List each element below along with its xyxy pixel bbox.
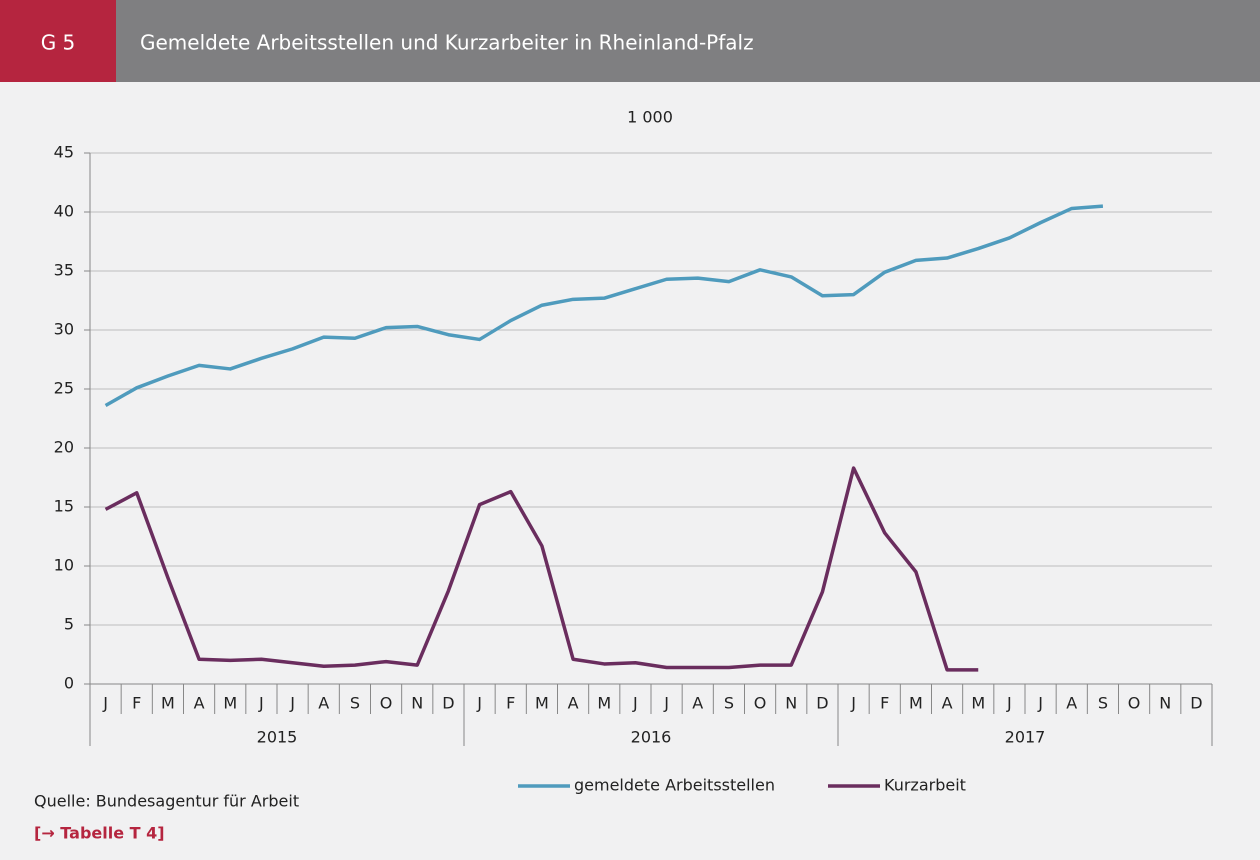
x-tick-label: J <box>850 694 856 713</box>
x-tick-label: O <box>1128 694 1141 713</box>
x-tick-label: S <box>1098 694 1108 713</box>
y-tick-label: 10 <box>54 556 74 575</box>
x-tick-label: J <box>102 694 108 713</box>
x-tick-label: M <box>597 694 611 713</box>
table-link[interactable]: [→ Tabelle T 4] <box>34 824 165 843</box>
x-tick-label: S <box>724 694 734 713</box>
x-tick-label: S <box>350 694 360 713</box>
legend-label: gemeldete Arbeitsstellen <box>574 776 775 795</box>
x-tick-label: J <box>258 694 264 713</box>
year-label: 2016 <box>631 728 672 747</box>
header-title: Gemeldete Arbeitsstellen und Kurzarbeite… <box>140 31 754 55</box>
x-tick-label: M <box>223 694 237 713</box>
x-tick-label: J <box>663 694 669 713</box>
x-tick-label: M <box>161 694 175 713</box>
x-tick-label: A <box>194 694 205 713</box>
x-tick-label: J <box>1037 694 1043 713</box>
x-tick-label: M <box>909 694 923 713</box>
x-tick-label: O <box>380 694 393 713</box>
unit-label: 1 000 <box>627 108 673 127</box>
y-tick-label: 25 <box>54 379 74 398</box>
series-line <box>104 204 1104 408</box>
header-bar <box>0 0 1260 82</box>
legend-label: Kurzarbeit <box>884 776 966 795</box>
x-tick-label: A <box>318 694 329 713</box>
y-tick-label: 20 <box>54 438 74 457</box>
x-tick-label: A <box>568 694 579 713</box>
y-tick-label: 45 <box>54 143 74 162</box>
x-tick-label: J <box>632 694 638 713</box>
y-tick-label: 15 <box>54 497 74 516</box>
x-tick-label: A <box>1066 694 1077 713</box>
x-tick-label: F <box>132 694 141 713</box>
x-tick-label: M <box>535 694 549 713</box>
y-tick-label: 5 <box>64 615 74 634</box>
header-code: G 5 <box>41 31 76 55</box>
header-code-box <box>0 0 116 82</box>
x-tick-label: F <box>506 694 515 713</box>
x-tick-label: A <box>692 694 703 713</box>
year-label: 2017 <box>1005 728 1046 747</box>
x-tick-label: N <box>411 694 423 713</box>
x-tick-label: A <box>942 694 953 713</box>
x-tick-label: O <box>754 694 767 713</box>
x-tick-label: J <box>1006 694 1012 713</box>
x-tick-label: D <box>442 694 454 713</box>
x-tick-label: J <box>289 694 295 713</box>
y-tick-label: 35 <box>54 261 74 280</box>
x-tick-label: D <box>816 694 828 713</box>
x-tick-label: M <box>971 694 985 713</box>
y-tick-label: 0 <box>64 674 74 693</box>
series-line <box>104 466 979 672</box>
x-tick-label: F <box>880 694 889 713</box>
year-label: 2015 <box>257 728 298 747</box>
x-tick-label: N <box>1159 694 1171 713</box>
y-tick-label: 40 <box>54 202 74 221</box>
x-tick-label: N <box>785 694 797 713</box>
source: Quelle: Bundesagentur für Arbeit <box>34 792 299 811</box>
y-tick-label: 30 <box>54 320 74 339</box>
x-tick-label: D <box>1190 694 1202 713</box>
x-tick-label: J <box>476 694 482 713</box>
